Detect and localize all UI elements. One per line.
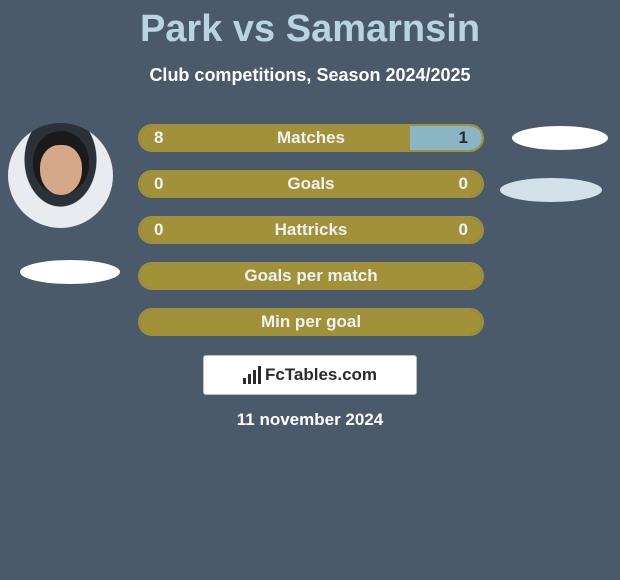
logo-text: FcTables.com bbox=[265, 365, 377, 385]
bar-value-right: 0 bbox=[459, 174, 468, 194]
bar-chart-icon bbox=[243, 366, 261, 384]
player-left-avatar bbox=[8, 123, 113, 228]
player-right-badge-2 bbox=[500, 178, 602, 202]
bar-value-left: 8 bbox=[154, 128, 163, 148]
stat-bars: 8 Matches 1 0 Goals 0 0 Hattricks 0 Goal… bbox=[138, 124, 484, 354]
bar-fill-left bbox=[140, 126, 410, 150]
stat-bar-matches: 8 Matches 1 bbox=[138, 124, 484, 152]
bar-label: Min per goal bbox=[261, 312, 361, 332]
player-right-badge-1 bbox=[512, 126, 608, 150]
bar-label: Matches bbox=[277, 128, 345, 148]
stat-bar-goals: 0 Goals 0 bbox=[138, 170, 484, 198]
bar-label: Goals per match bbox=[244, 266, 377, 286]
fctables-logo[interactable]: FcTables.com bbox=[203, 355, 417, 395]
bar-fill-right bbox=[410, 126, 482, 150]
bar-label: Goals bbox=[287, 174, 334, 194]
player-left-badge bbox=[20, 260, 120, 284]
bar-value-left: 0 bbox=[154, 174, 163, 194]
bar-value-left: 0 bbox=[154, 220, 163, 240]
bar-value-right: 0 bbox=[459, 220, 468, 240]
bar-label: Hattricks bbox=[275, 220, 348, 240]
date-text: 11 november 2024 bbox=[237, 410, 383, 430]
stat-bar-goals-per-match: Goals per match bbox=[138, 262, 484, 290]
stat-bar-min-per-goal: Min per goal bbox=[138, 308, 484, 336]
stat-bar-hattricks: 0 Hattricks 0 bbox=[138, 216, 484, 244]
page-title: Park vs Samarnsin bbox=[0, 0, 620, 51]
page-subtitle: Club competitions, Season 2024/2025 bbox=[0, 65, 620, 86]
bar-value-right: 1 bbox=[459, 128, 468, 148]
